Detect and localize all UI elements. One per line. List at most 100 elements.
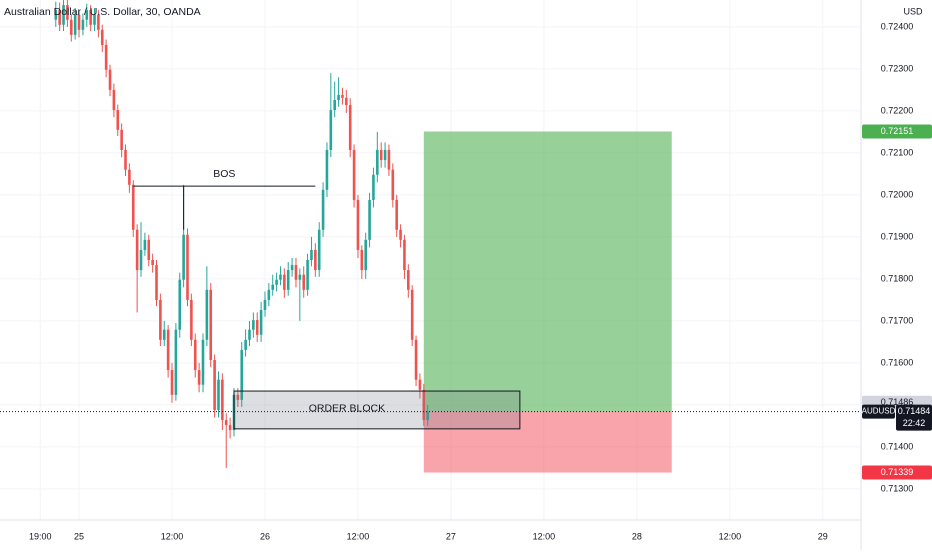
candle-body: [100, 29, 104, 45]
candle-body: [205, 289, 209, 340]
candle-body: [93, 14, 96, 25]
candle-body: [341, 94, 344, 98]
candle-body: [66, 5, 69, 20]
candle-body: [190, 299, 193, 340]
candle-body: [170, 370, 174, 395]
x-tick-label: 12:00: [533, 531, 556, 541]
candle-body: [81, 19, 85, 30]
candle-body: [271, 284, 275, 290]
x-tick-label: 12:00: [719, 531, 742, 541]
order-block: [233, 390, 521, 430]
x-tick-label: 12:00: [347, 531, 370, 541]
overlays: ORDER BLOCK BOS: [0, 168, 860, 430]
candle-body: [410, 289, 414, 340]
candle-body: [383, 149, 387, 161]
symbol-label: AUDUSD: [862, 407, 896, 416]
candle-body: [372, 174, 375, 200]
candle-body: [306, 260, 309, 290]
currency-label: USD: [903, 6, 923, 16]
candle-body: [147, 239, 151, 260]
candle-body: [255, 320, 259, 335]
candle-body: [182, 234, 185, 280]
y-tick-label: 0.71900: [881, 231, 914, 241]
candle-body: [143, 239, 147, 250]
last-price-label: 0.71484: [898, 406, 931, 416]
candle-body: [298, 274, 302, 280]
candle-body: [228, 425, 232, 431]
candle-body: [120, 129, 123, 150]
target-price-label: 0.72151: [881, 126, 914, 136]
candle-body: [186, 234, 189, 300]
x-tick-label: 19:00: [29, 531, 52, 541]
grid: [0, 0, 860, 520]
candle-body: [124, 149, 127, 170]
y-tick-label: 0.72200: [881, 105, 914, 115]
candle-body: [178, 279, 182, 330]
candle-body: [155, 265, 158, 300]
candle-body: [108, 69, 112, 90]
y-tick-label: 0.71600: [881, 357, 914, 367]
candle-body: [77, 14, 81, 30]
y-tick-label: 0.72400: [881, 21, 914, 31]
candle-body: [317, 229, 321, 271]
drawings: [423, 131, 672, 473]
candle-body: [159, 299, 162, 340]
candle-body: [112, 89, 116, 111]
x-tick-label: 12:00: [161, 531, 184, 541]
candle-body: [376, 149, 379, 175]
y-tick-label: 0.71800: [881, 273, 914, 283]
candle-body: [345, 97, 348, 106]
candle-body: [294, 265, 298, 280]
candle-body: [244, 339, 247, 350]
x-tick-label: 27: [446, 531, 456, 541]
order-block-label: ORDER BLOCK: [309, 403, 385, 415]
marker-price-label: 0.71486: [881, 397, 914, 407]
candle-body: [333, 99, 337, 111]
candle-body: [162, 329, 166, 340]
stop-zone: [423, 411, 672, 473]
candle-body: [213, 359, 216, 410]
candle-body: [240, 349, 244, 400]
candle-body: [174, 329, 178, 395]
y-tick-label: 0.71300: [881, 483, 914, 493]
candle-body: [286, 270, 290, 290]
y-tick-label: 0.71700: [881, 315, 914, 325]
chart-title: Australian Dollar / U.S. Dollar, 30, OAN…: [4, 6, 201, 18]
candle-body: [387, 149, 391, 170]
candle-body: [426, 411, 429, 421]
y-tick-label: 0.72000: [881, 189, 914, 199]
candle-body: [356, 199, 360, 250]
candle-body: [379, 149, 383, 161]
candle-body: [97, 14, 100, 30]
y-tick-label: 0.72100: [881, 147, 914, 157]
candle-body: [283, 274, 286, 290]
y-tick-label: 0.71400: [881, 441, 914, 451]
candle-body: [422, 389, 426, 421]
axes: 0.713000.714000.715000.716000.717000.718…: [29, 21, 932, 541]
candle-body: [252, 320, 255, 330]
stop-price-label-box: [862, 465, 932, 480]
x-tick-label: 29: [818, 531, 828, 541]
candle-body: [360, 249, 364, 271]
candle-body: [399, 229, 402, 240]
candle-body: [391, 169, 395, 200]
x-tick-label: 28: [632, 531, 642, 541]
target-price-label-box: [862, 124, 932, 139]
y-tick-label: 0.72300: [881, 63, 914, 73]
candle-body: [395, 199, 398, 230]
candle-body: [151, 260, 154, 266]
candle-body: [267, 289, 271, 300]
x-tick-label: 25: [74, 531, 84, 541]
candle-body: [209, 289, 213, 360]
candle-body: [290, 265, 294, 271]
candle-body: [302, 274, 306, 290]
candle-body: [325, 149, 329, 190]
candle-body: [259, 309, 263, 335]
stop-price-label: 0.71339: [881, 467, 914, 477]
candle-body: [337, 94, 340, 100]
candle-body: [54, 10, 58, 20]
candle-body: [135, 229, 139, 271]
candle-body: [310, 249, 313, 260]
candle-body: [407, 270, 410, 290]
candle-body: [73, 14, 77, 35]
